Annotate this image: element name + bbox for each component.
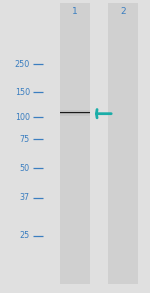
Bar xyxy=(60,114,90,115)
Bar xyxy=(60,113,90,114)
Text: 25: 25 xyxy=(20,231,30,240)
Bar xyxy=(60,115,90,116)
Bar xyxy=(60,112,90,113)
Text: 150: 150 xyxy=(15,88,30,97)
Text: 75: 75 xyxy=(20,135,30,144)
Text: 50: 50 xyxy=(20,164,30,173)
Text: 1: 1 xyxy=(72,7,78,16)
Text: 2: 2 xyxy=(120,7,126,16)
Bar xyxy=(60,111,90,112)
Text: 100: 100 xyxy=(15,113,30,122)
Bar xyxy=(60,110,90,111)
Bar xyxy=(60,3,90,284)
Text: 250: 250 xyxy=(15,60,30,69)
Text: 37: 37 xyxy=(20,193,30,202)
Bar xyxy=(108,3,138,284)
